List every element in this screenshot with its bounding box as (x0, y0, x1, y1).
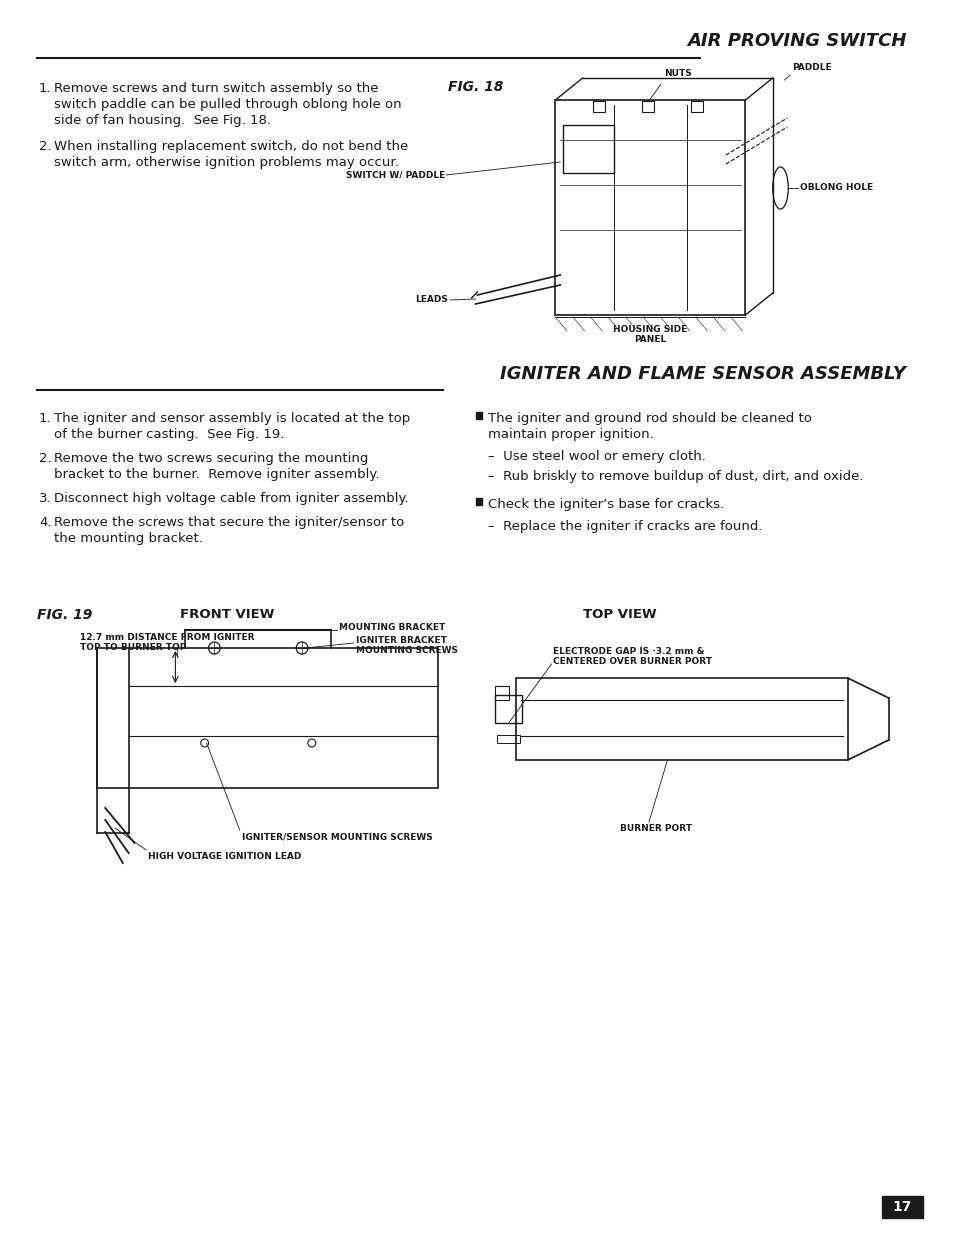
Text: PADDLE: PADDLE (791, 63, 831, 72)
Text: Remove screws and turn switch assembly so the: Remove screws and turn switch assembly s… (53, 82, 377, 95)
Bar (495, 695, 521, 722)
Bar (881, 1195, 922, 1218)
Text: –  Rub briskly to remove buildup of dust, dirt, and oxide.: – Rub briskly to remove buildup of dust,… (488, 471, 862, 483)
Text: 12.7 mm DISTANCE FROM IGNITER: 12.7 mm DISTANCE FROM IGNITER (80, 634, 254, 642)
Text: AIR PROVING SWITCH: AIR PROVING SWITCH (686, 32, 905, 49)
Bar (690, 101, 701, 112)
Text: maintain proper ignition.: maintain proper ignition. (488, 429, 653, 441)
Text: side of fan housing.  See Fig. 18.: side of fan housing. See Fig. 18. (53, 114, 271, 127)
Text: bracket to the burner.  Remove igniter assembly.: bracket to the burner. Remove igniter as… (53, 468, 378, 480)
Bar (475, 412, 482, 419)
Text: IGNITER/SENSOR MOUNTING SCREWS: IGNITER/SENSOR MOUNTING SCREWS (241, 832, 432, 841)
Text: Remove the screws that secure the igniter/sensor to: Remove the screws that secure the ignite… (53, 516, 403, 529)
Text: of the burner casting.  See Fig. 19.: of the burner casting. See Fig. 19. (53, 429, 284, 441)
Text: TOP VIEW: TOP VIEW (582, 608, 656, 621)
Text: switch arm, otherwise ignition problems may occur.: switch arm, otherwise ignition problems … (53, 156, 398, 169)
Text: FRONT VIEW: FRONT VIEW (180, 608, 274, 621)
Text: The igniter and sensor assembly is located at the top: The igniter and sensor assembly is locat… (53, 412, 410, 425)
Text: SWITCH W/ PADDLE: SWITCH W/ PADDLE (346, 170, 445, 179)
Text: –  Replace the igniter if cracks are found.: – Replace the igniter if cracks are foun… (488, 520, 761, 534)
Text: the mounting bracket.: the mounting bracket. (53, 532, 202, 545)
Bar (641, 101, 653, 112)
Text: –  Use steel wool or emery cloth.: – Use steel wool or emery cloth. (488, 450, 705, 463)
Text: IGNITER BRACKET
MOUNTING SCREWS: IGNITER BRACKET MOUNTING SCREWS (355, 636, 457, 656)
Text: OBLONG HOLE: OBLONG HOLE (800, 184, 872, 193)
Text: 17: 17 (892, 1200, 911, 1214)
Text: Remove the two screws securing the mounting: Remove the two screws securing the mount… (53, 452, 368, 466)
Text: MOUNTING BRACKET: MOUNTING BRACKET (338, 622, 445, 632)
Bar (593, 101, 604, 112)
Text: 2.: 2. (39, 140, 51, 153)
Text: 4.: 4. (39, 516, 51, 529)
Text: 2.: 2. (39, 452, 51, 466)
Text: IGNITER AND FLAME SENSOR ASSEMBLY: IGNITER AND FLAME SENSOR ASSEMBLY (499, 366, 905, 383)
Bar (495, 685, 508, 700)
Text: BURNER PORT: BURNER PORT (619, 824, 691, 832)
Bar (497, 735, 519, 743)
Bar (475, 498, 482, 505)
Text: 1.: 1. (39, 82, 51, 95)
Text: switch paddle can be pulled through oblong hole on: switch paddle can be pulled through oblo… (53, 98, 401, 111)
Text: TOP TO BURNER TOP: TOP TO BURNER TOP (80, 643, 186, 652)
Text: LEADS: LEADS (415, 295, 448, 305)
Text: 1.: 1. (39, 412, 51, 425)
Text: Check the igniter’s base for cracks.: Check the igniter’s base for cracks. (488, 498, 723, 511)
Text: When installing replacement switch, do not bend the: When installing replacement switch, do n… (53, 140, 408, 153)
Text: HOUSING SIDE
PANEL: HOUSING SIDE PANEL (612, 325, 686, 345)
Text: 3.: 3. (39, 492, 51, 505)
Text: Disconnect high voltage cable from igniter assembly.: Disconnect high voltage cable from ignit… (53, 492, 408, 505)
Text: CENTERED OVER BURNER PORT: CENTERED OVER BURNER PORT (553, 657, 712, 666)
Text: FIG. 18: FIG. 18 (448, 80, 503, 94)
Text: HIGH VOLTAGE IGNITION LEAD: HIGH VOLTAGE IGNITION LEAD (148, 852, 301, 861)
Text: FIG. 19: FIG. 19 (37, 608, 92, 622)
Text: NUTS: NUTS (664, 69, 692, 78)
Text: ELECTRODE GAP IS ·3.2 mm &: ELECTRODE GAP IS ·3.2 mm & (553, 647, 704, 656)
Text: The igniter and ground rod should be cleaned to: The igniter and ground rod should be cle… (488, 412, 811, 425)
